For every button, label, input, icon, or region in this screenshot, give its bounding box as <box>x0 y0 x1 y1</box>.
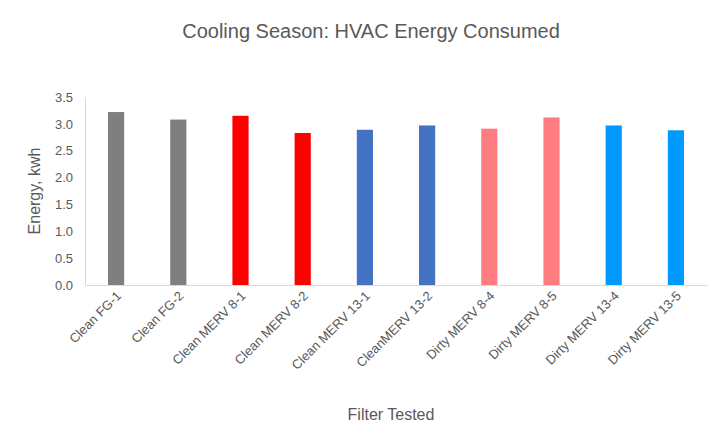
bar <box>606 125 622 285</box>
x-tick: Clean FG-1 <box>66 285 124 346</box>
x-axis: Clean FG-1Clean FG-2Clean MERV 8-1Clean … <box>66 285 707 373</box>
y-tick-label: 2.0 <box>55 170 73 185</box>
y-tick: 3.0 <box>55 117 85 132</box>
bar <box>108 112 124 285</box>
x-axis-line <box>86 285 708 286</box>
bar <box>357 130 373 285</box>
title: Cooling Season: HVAC Energy Consumed <box>182 20 560 42</box>
bars <box>108 112 684 285</box>
x-tick-label: CleanMERV 13-2 <box>353 288 435 370</box>
x-tick: CleanMERV 13-2 <box>353 285 435 370</box>
y-tick: 2.0 <box>55 170 85 185</box>
bar <box>170 120 186 285</box>
x-tick: Clean FG-2 <box>128 285 186 346</box>
bar <box>295 133 311 285</box>
y-tick: 3.5 <box>55 90 85 105</box>
y-tick-label: 2.5 <box>55 143 73 158</box>
x-tick: Dirty MERV 13-5 <box>605 285 684 368</box>
y-tick-label: 1.5 <box>55 197 73 212</box>
y-tick-label: 3.5 <box>55 90 73 105</box>
y-tick: 1.0 <box>55 224 85 239</box>
y-tick: 0.0 <box>55 278 85 293</box>
y-axis-title: Energy, kwh <box>26 148 43 235</box>
y-tick-label: 1.0 <box>55 224 73 239</box>
chart: 0.0 0.5 1.0 1.5 2.0 2.5 3.0 3.5 Clean FG-1Clean … <box>0 0 720 441</box>
y-tick: 1.5 <box>55 197 85 212</box>
y-tick: 2.5 <box>55 143 85 158</box>
bar <box>543 117 559 285</box>
x-axis-title: Filter Tested <box>348 406 435 423</box>
bar <box>419 125 435 285</box>
x-tick-label: Clean FG-1 <box>66 288 124 346</box>
bar <box>232 116 248 285</box>
y-tick-label: 3.0 <box>55 117 73 132</box>
y-tick: 0.5 <box>55 251 85 266</box>
bar <box>481 129 497 285</box>
y-tick-label: 0.0 <box>55 278 73 293</box>
x-tick-label: Clean FG-2 <box>128 288 186 346</box>
bar <box>668 130 684 285</box>
x-tick-label: Dirty MERV 13-5 <box>605 288 684 367</box>
y-axis-line <box>85 98 86 286</box>
y-axis: 0.0 0.5 1.0 1.5 2.0 2.5 3.0 3.5 <box>55 90 86 293</box>
y-tick-label: 0.5 <box>55 251 73 266</box>
